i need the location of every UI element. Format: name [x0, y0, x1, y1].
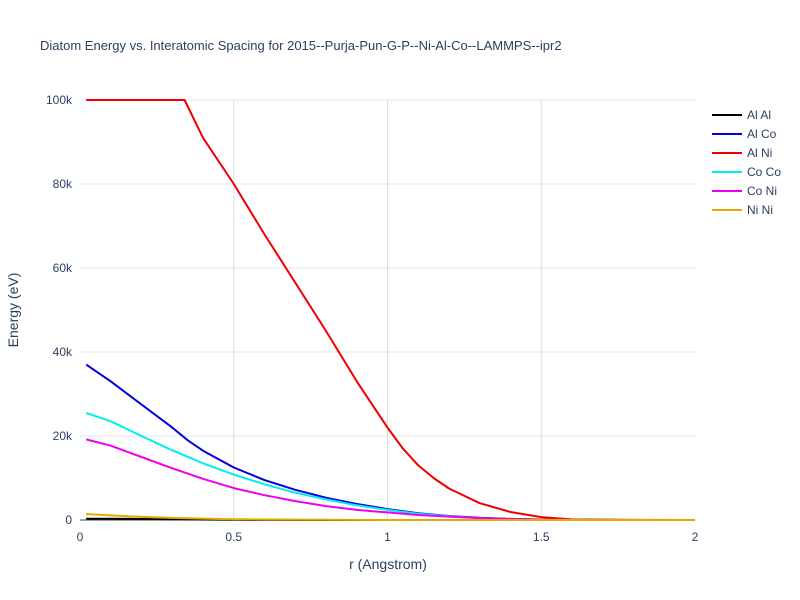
legend-label: Co Ni	[747, 184, 777, 198]
y-tick-label: 60k	[53, 261, 73, 275]
x-tick-labels: 0 0.5 1 1.5 2	[77, 530, 699, 544]
y-tick-label: 100k	[46, 93, 73, 107]
x-tick-label: 0.5	[225, 530, 242, 544]
legend-item-al-co[interactable]: Al Co	[712, 127, 777, 141]
x-axis-title: r (Angstrom)	[349, 556, 427, 572]
legend-label: Al Al	[747, 108, 771, 122]
chart-title: Diatom Energy vs. Interatomic Spacing fo…	[40, 38, 562, 53]
legend-item-co-ni[interactable]: Co Ni	[712, 184, 777, 198]
series-lines	[85, 99, 696, 521]
legend-item-ni-ni[interactable]: Ni Ni	[712, 203, 773, 217]
legend-label: Al Co	[747, 127, 777, 141]
legend-item-al-al[interactable]: Al Al	[712, 108, 771, 122]
y-axis-title: Energy (eV)	[5, 273, 21, 348]
legend[interactable]: Al Al Al Co Al Ni Co Co Co Ni Ni Ni	[712, 108, 781, 217]
legend-label: Al Ni	[747, 146, 772, 160]
y-tick-label: 40k	[53, 345, 73, 359]
series-line-al-ni	[86, 99, 696, 521]
legend-item-co-co[interactable]: Co Co	[712, 165, 781, 179]
legend-label: Ni Ni	[747, 203, 773, 217]
y-tick-labels: 0 20k 40k 60k 80k 100k	[46, 93, 73, 527]
y-tick-label: 80k	[53, 177, 73, 191]
y-tick-label: 0	[65, 513, 72, 527]
legend-item-al-ni[interactable]: Al Ni	[712, 146, 772, 160]
series-line-ni-ni	[86, 513, 695, 521]
x-tick-label: 2	[692, 530, 699, 544]
y-tick-label: 20k	[53, 429, 73, 443]
x-tick-label: 0	[77, 530, 84, 544]
x-tick-label: 1.5	[533, 530, 550, 544]
legend-label: Co Co	[747, 165, 781, 179]
x-tick-label: 1	[384, 530, 391, 544]
